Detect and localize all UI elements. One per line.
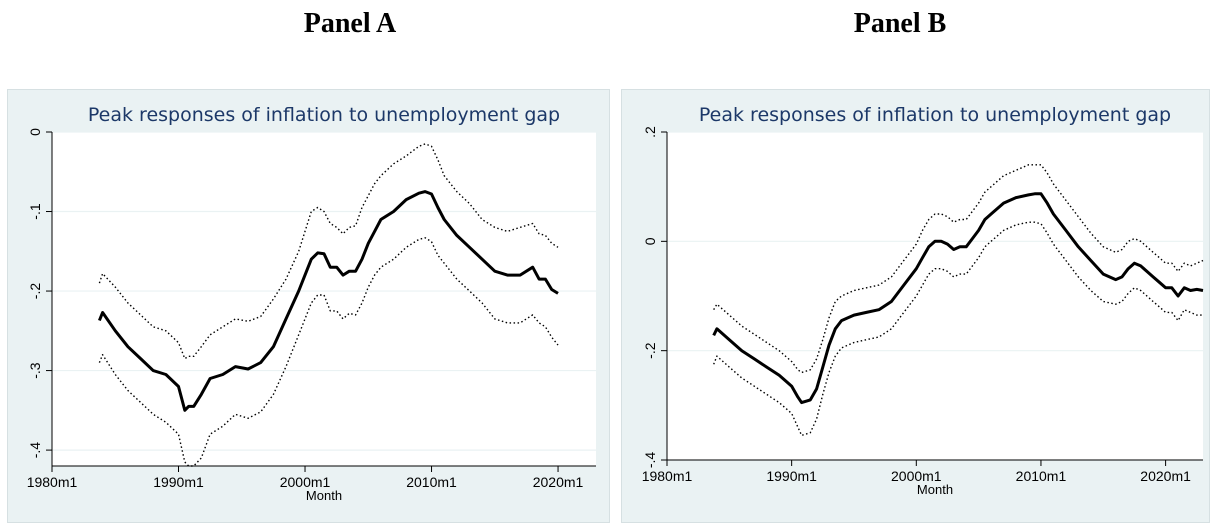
y-tick-label: -.2 (642, 342, 658, 359)
y-tick-label: -.1 (27, 203, 43, 220)
y-tick-label: -.2 (27, 283, 43, 300)
chart-title: Peak responses of inflation to unemploym… (88, 104, 560, 126)
x-tick-label: 2010m1 (406, 474, 457, 490)
y-tick-label: -.4 (27, 442, 43, 459)
x-axis-title: Month (917, 482, 953, 497)
plot-area (667, 132, 1203, 460)
series-upper-band (713, 164, 1204, 374)
x-tick-label: 1990m1 (766, 468, 817, 484)
x-tick-label: 2010m1 (1016, 468, 1067, 484)
y-tick-label: .2 (642, 126, 658, 138)
y-tick-label: -.3 (27, 362, 43, 379)
y-tick-label: -.4 (642, 452, 658, 469)
series-lower-band (713, 221, 1203, 437)
y-tick-label: 0 (642, 237, 658, 245)
x-tick-label: 1980m1 (27, 474, 78, 490)
x-tick-label: 1990m1 (153, 474, 204, 490)
x-tick-label: 2020m1 (533, 474, 584, 490)
series-estimate (712, 192, 1204, 405)
panel-b-label: Panel B (853, 8, 947, 39)
x-tick-label: 1980m1 (642, 468, 693, 484)
x-tick-label: 2000m1 (891, 468, 942, 484)
x-tick-label: 2020m1 (1140, 468, 1191, 484)
series-upper-band (98, 143, 559, 360)
panel-a-label: Panel A (303, 8, 397, 39)
x-axis-title: Month (306, 488, 342, 503)
chart-a-svg: Peak responses of inflation to unemploym… (27, 104, 596, 503)
chart-title: Peak responses of inflation to unemploym… (699, 104, 1171, 126)
x-tick-label: 2000m1 (280, 474, 331, 490)
series-estimate (98, 190, 559, 412)
y-tick-label: 0 (27, 128, 43, 136)
plot-area (52, 132, 596, 466)
chart-panel-a: Peak responses of inflation to unemploym… (7, 89, 610, 523)
chart-panel-b: Peak responses of inflation to unemploym… (621, 89, 1210, 523)
chart-b-svg: Peak responses of inflation to unemploym… (642, 104, 1204, 497)
